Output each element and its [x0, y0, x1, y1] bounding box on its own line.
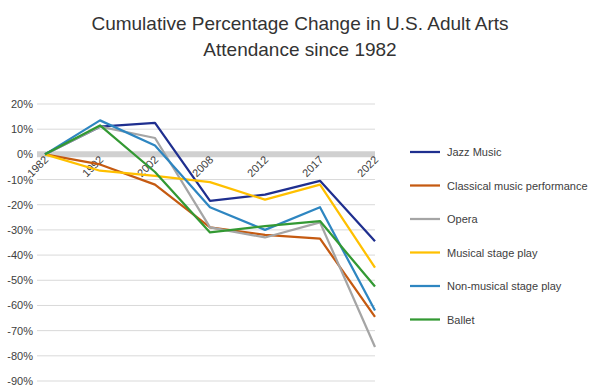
y-tick-label: -80%: [7, 350, 33, 362]
x-tick-label: 2017: [300, 153, 326, 179]
y-tick-label: 20%: [11, 98, 33, 110]
x-tick-label: 1982: [25, 153, 51, 179]
y-tick-label: -50%: [7, 274, 33, 286]
y-tick-label: -20%: [7, 199, 33, 211]
y-tick-label: -90%: [7, 375, 33, 387]
y-tick-label: -60%: [7, 299, 33, 311]
series-line: [45, 154, 375, 267]
grid-line: [37, 280, 375, 281]
legend-label: Musical stage play: [447, 247, 538, 259]
legend-label: Opera: [447, 213, 478, 225]
y-tick-label: -70%: [7, 325, 33, 337]
legend-swatch: [410, 151, 440, 153]
grid-line: [37, 104, 375, 105]
y-tick-label: -30%: [7, 224, 33, 236]
series-line: [45, 127, 375, 347]
title: Cumulative Percentage Change in U.S. Adu…: [91, 13, 508, 60]
grid-line: [37, 255, 375, 256]
chart: Cumulative Percentage Change in U.S. Adu…: [0, 0, 600, 391]
legend-swatch: [410, 218, 440, 220]
legend-label: Non-musical stage play: [447, 280, 562, 292]
title-line: Cumulative Percentage Change in U.S. Adu…: [91, 13, 508, 34]
x-tick-label: 2008: [190, 153, 216, 179]
series-line: [45, 120, 375, 310]
legend-swatch: [410, 318, 440, 320]
grid-line: [37, 381, 375, 382]
legend-label: Classical music performance: [447, 180, 588, 192]
grid-line: [37, 305, 375, 306]
x-tick-label: 2022: [355, 153, 381, 179]
y-tick-label: -40%: [7, 249, 33, 261]
legend-swatch: [410, 184, 440, 186]
series-line: [45, 125, 375, 286]
x-tick-label: 2012: [245, 153, 271, 179]
title-line: Attendance since 1982: [203, 39, 396, 60]
legend-label: Jazz Music: [447, 146, 502, 158]
legend-label: Ballet: [447, 314, 475, 326]
legend-swatch: [410, 285, 440, 287]
legend-swatch: [410, 251, 440, 253]
y-tick-label: 0%: [17, 148, 33, 160]
grid-line: [37, 330, 375, 331]
y-tick-label: 10%: [11, 123, 33, 135]
series-group: [45, 120, 375, 347]
grid-line: [37, 355, 375, 356]
